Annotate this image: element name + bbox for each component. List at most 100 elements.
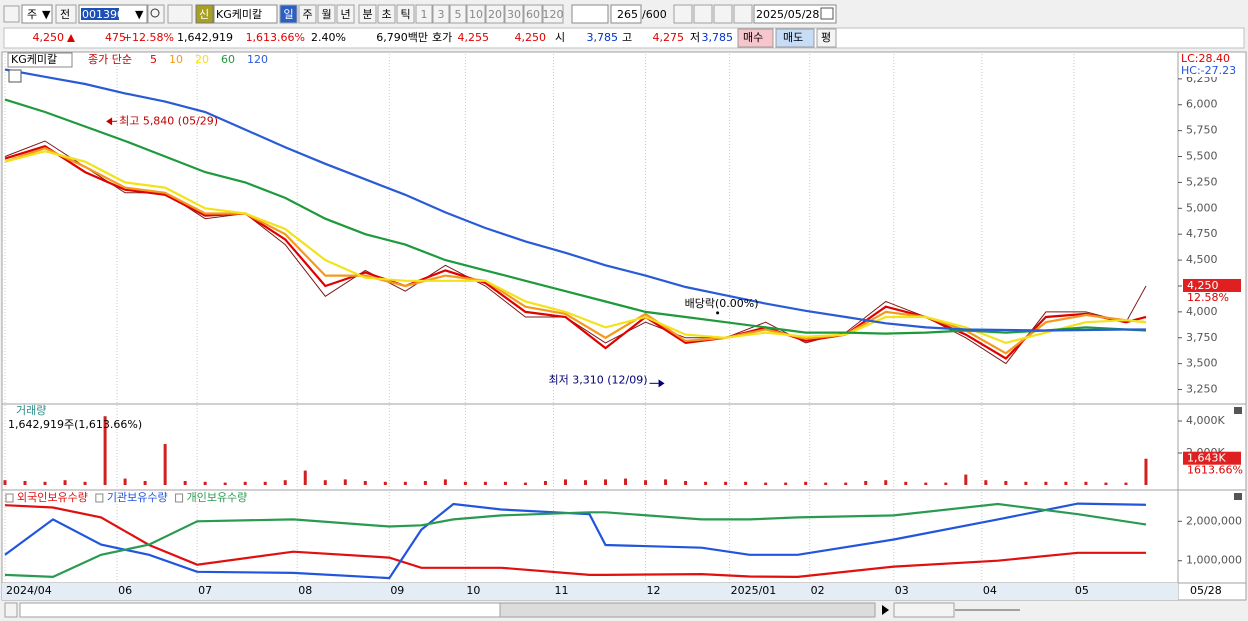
volume-bar	[744, 481, 748, 485]
avg-button[interactable]	[816, 28, 837, 48]
annotation-arrow	[658, 379, 665, 388]
date-input[interactable]	[753, 4, 837, 24]
pane-button[interactable]	[1234, 493, 1242, 500]
name-field[interactable]	[213, 4, 278, 24]
chart-title: KG케미칼	[11, 53, 57, 66]
sell-button[interactable]	[775, 28, 815, 48]
tool-icons[interactable]	[1025, 603, 1243, 617]
legend-entry: 개인보유수량	[187, 491, 248, 504]
volume-bar	[3, 480, 7, 485]
x-tick-label: 05	[1075, 584, 1089, 597]
volume-bar	[223, 482, 227, 485]
period-button[interactable]	[377, 4, 396, 24]
volume-bar	[824, 482, 828, 485]
up-arrow	[67, 34, 75, 42]
period-button[interactable]	[317, 4, 336, 24]
volume-bar	[583, 480, 587, 485]
interval-button[interactable]	[432, 4, 450, 24]
search-icon	[150, 8, 160, 18]
volume-bar	[263, 481, 267, 485]
plot: 2024/04 06 07 08 09 10 11 12 2025/01 02 03 04 05 05/2…	[3, 52, 1245, 597]
menu-icon[interactable]	[3, 5, 20, 23]
search-button[interactable]	[147, 4, 165, 24]
interval-option: 5	[455, 8, 462, 21]
playback-controls[interactable]	[893, 602, 955, 618]
period-select[interactable]	[21, 4, 53, 24]
annotation: 최저 3,310 (12/09)	[549, 373, 648, 386]
x-tick-label: 2024/04	[6, 584, 52, 597]
interval-option: 3	[438, 8, 445, 21]
turnover: 2.40%	[311, 31, 346, 44]
volume-bar	[964, 474, 968, 485]
volume-bar	[403, 481, 407, 485]
scroll-left[interactable]	[4, 602, 18, 618]
scroll-track[interactable]	[19, 602, 501, 618]
period-option: 분	[362, 8, 372, 21]
x-tick-label: 10	[466, 584, 480, 597]
interval-button[interactable]	[449, 4, 467, 24]
volume-bar	[103, 416, 107, 485]
y-tick-label: 6,000	[1186, 98, 1218, 111]
pane-button[interactable]	[1234, 407, 1242, 414]
interval-button[interactable]	[485, 4, 505, 24]
volume-bar	[1104, 482, 1108, 485]
sound-button[interactable]	[167, 4, 193, 24]
period-option: 틱	[400, 8, 410, 21]
interval-button[interactable]	[542, 4, 564, 24]
tool-button[interactable]	[673, 4, 693, 24]
volume-bar	[63, 480, 67, 485]
legend-entry: 외국인보유수량	[17, 491, 88, 504]
volume-bar	[604, 479, 608, 485]
bid: 4,250	[515, 31, 547, 44]
volume-bar	[243, 481, 247, 485]
volume-bar	[884, 480, 888, 485]
settings-button[interactable]	[733, 4, 753, 24]
play-icon[interactable]	[882, 605, 889, 615]
period-button[interactable]	[396, 4, 415, 24]
change-label: 12.58%	[1187, 291, 1229, 304]
interval-option: 120	[543, 8, 564, 21]
legend-swatch	[175, 493, 184, 503]
tool-button[interactable]	[693, 4, 713, 24]
volume-bar	[664, 479, 668, 485]
period-button[interactable]	[279, 4, 298, 24]
interval-button[interactable]	[466, 4, 486, 24]
interval-button[interactable]	[504, 4, 524, 24]
blank-select[interactable]	[571, 4, 609, 24]
table-icon[interactable]	[8, 69, 22, 83]
code: 001390	[82, 8, 124, 21]
interval-button[interactable]	[523, 4, 543, 24]
legend-swatch	[95, 493, 104, 503]
count-input[interactable]	[610, 4, 642, 24]
y-tick-label: 4,000	[1186, 305, 1218, 318]
legend-entry: 20	[195, 53, 209, 66]
volume-bar	[864, 481, 868, 485]
scrollbar	[2, 601, 1246, 620]
period-button[interactable]	[336, 4, 355, 24]
volume-bar	[43, 481, 47, 485]
annotation: 최고 5,840 (05/29)	[119, 114, 218, 127]
volume-bar	[984, 480, 988, 485]
volume-bar	[624, 478, 628, 485]
volume-bar	[303, 470, 307, 485]
volume-bar	[563, 479, 567, 485]
close-line	[4, 140, 1147, 365]
volume-bar	[463, 481, 467, 485]
volume-bar	[1044, 481, 1048, 485]
prev-button[interactable]	[55, 4, 77, 24]
buy-button[interactable]	[737, 28, 774, 48]
legend-swatch	[5, 493, 14, 503]
x-tick-label: 2025/01	[731, 584, 777, 597]
x-tick-label: 11	[554, 584, 568, 597]
interval-button[interactable]	[415, 4, 433, 24]
save-button[interactable]	[713, 4, 733, 24]
hc-label: HC:-27.23	[1181, 64, 1236, 77]
period-option: 초	[381, 8, 391, 21]
period-button[interactable]	[358, 4, 377, 24]
volume-bar	[944, 482, 948, 485]
scroll-thumb[interactable]	[499, 602, 876, 618]
period-button[interactable]	[298, 4, 317, 24]
volume-bar	[724, 481, 728, 485]
volume-bar	[1124, 482, 1128, 485]
annotation-point	[716, 311, 720, 315]
